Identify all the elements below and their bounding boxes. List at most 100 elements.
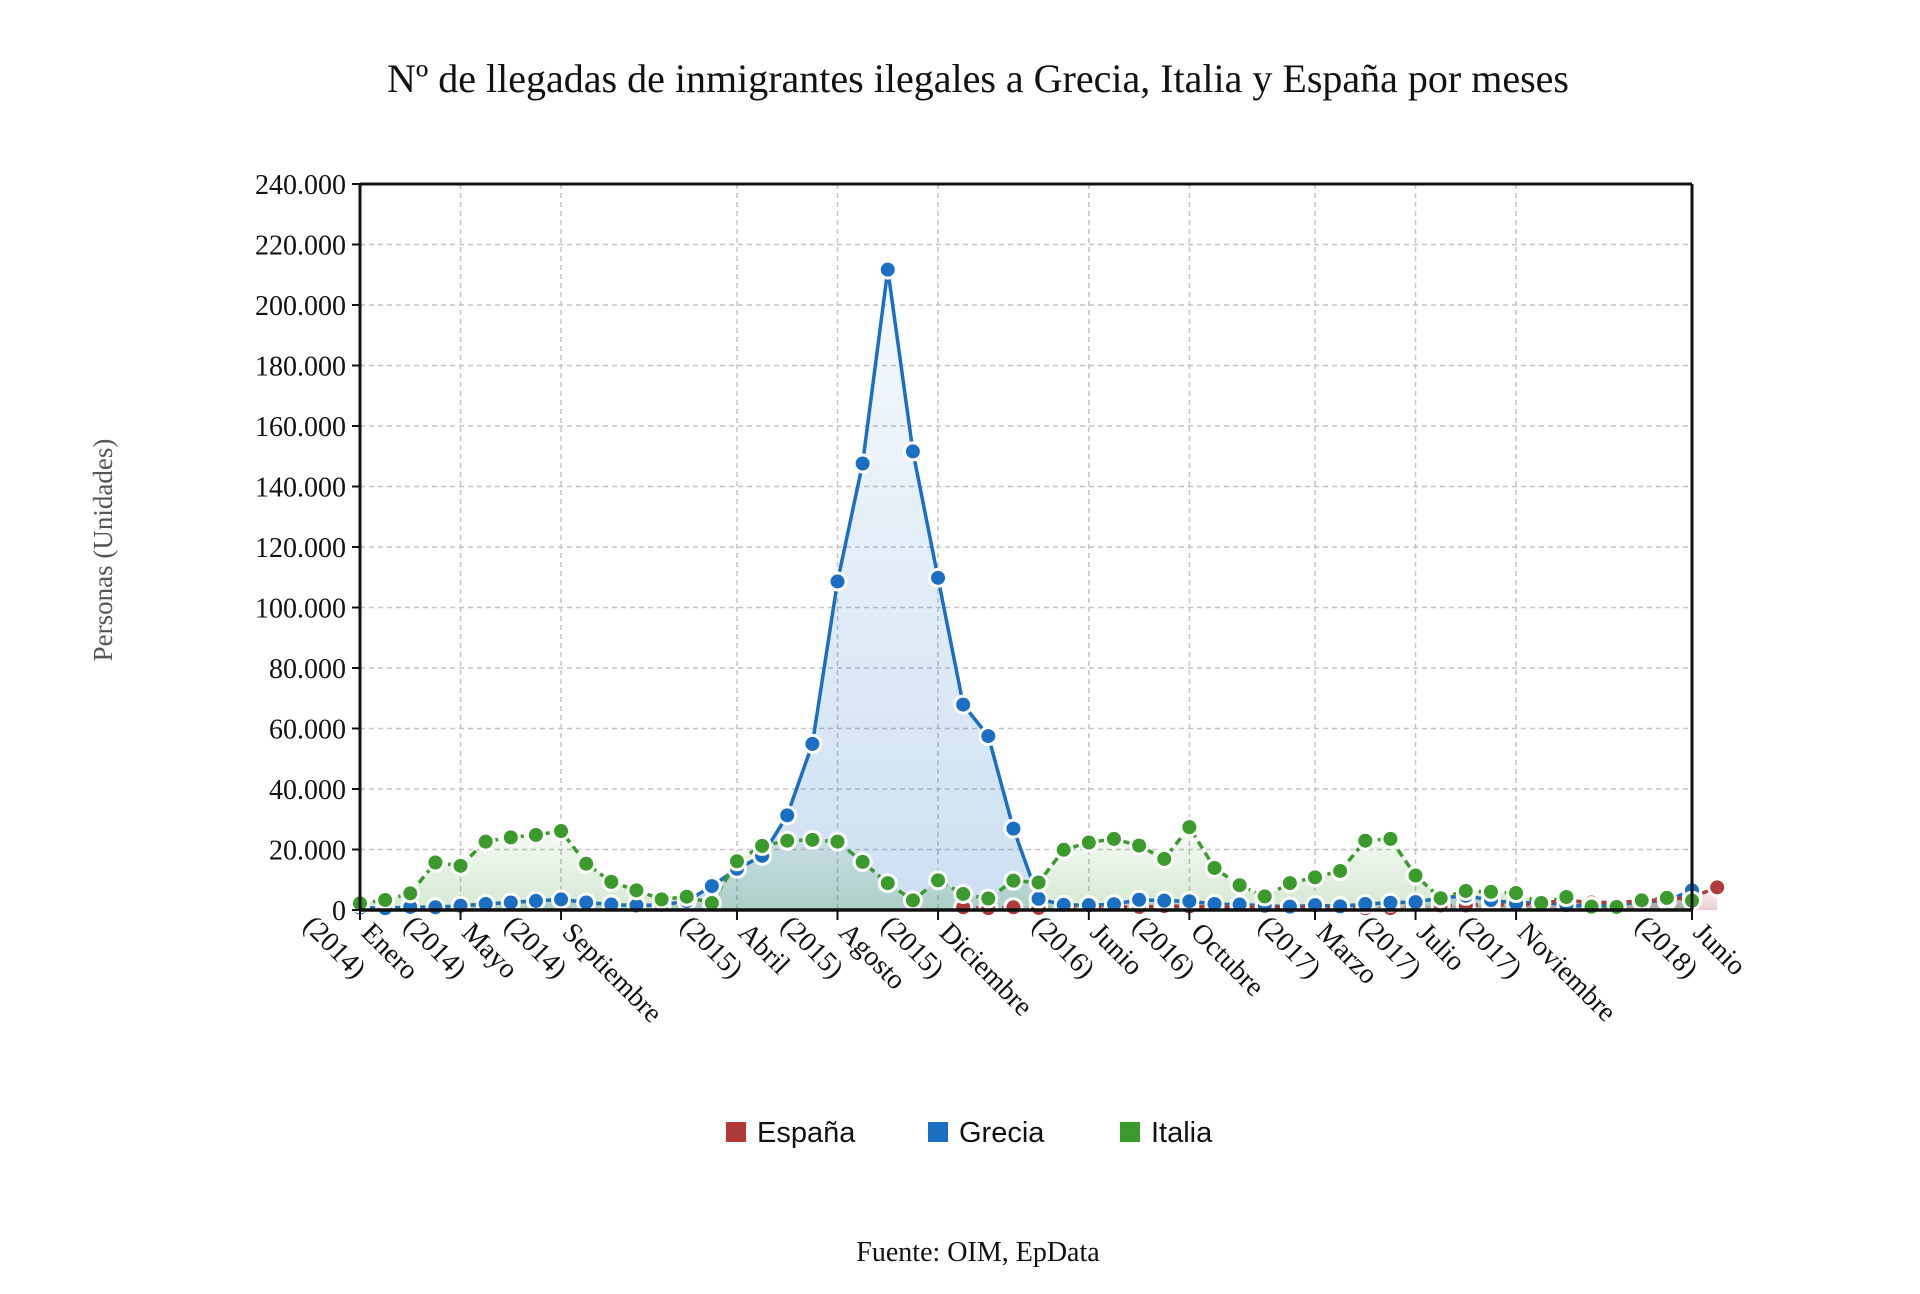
y-tick-label: 120.000 (255, 533, 346, 564)
point-italia (1355, 830, 1376, 851)
point-italia (1405, 865, 1426, 886)
y-tick-label: 200.000 (255, 291, 346, 322)
y-tick-label: 240.000 (255, 170, 346, 201)
y-tick-label: 60.000 (269, 715, 346, 746)
point-italia (752, 835, 773, 856)
point-italia (1254, 886, 1275, 907)
x-tick-label-year: (2015) (775, 910, 850, 985)
point-grecia (525, 890, 546, 911)
point-italia (1606, 896, 1627, 917)
point-italia (1581, 896, 1602, 917)
point-grecia (1355, 893, 1376, 914)
legend-swatch (1120, 1122, 1140, 1142)
point-italia (1129, 835, 1150, 856)
point-italia (777, 830, 798, 851)
point-italia (1028, 872, 1049, 893)
point-italia (551, 821, 572, 842)
point-grecia (551, 889, 572, 910)
x-tick-label-month: Septiembre (556, 917, 668, 1029)
legend-label: Grecia (959, 1117, 1045, 1149)
x-tick-label-month: Noviembre (1511, 917, 1622, 1028)
point-italia (1103, 828, 1124, 849)
x-tick-label-year: (2017) (1453, 910, 1528, 985)
y-tick-label: 220.000 (255, 231, 346, 262)
point-grecia (701, 876, 722, 897)
point-grecia (1179, 891, 1200, 912)
legend-item-espana: España (726, 1117, 856, 1149)
point-italia (877, 873, 898, 894)
area-italia (360, 827, 1692, 910)
point-italia (902, 890, 923, 911)
x-tick-label-year: (2016) (1126, 910, 1201, 985)
legend-item-italia: Italia (1120, 1117, 1213, 1149)
point-grecia (902, 441, 923, 462)
y-tick-label: 80.000 (269, 654, 346, 685)
point-italia (726, 851, 747, 872)
y-tick-label: 0 (332, 896, 346, 927)
point-italia (1279, 873, 1300, 894)
point-italia (1656, 887, 1677, 908)
x-tick-label-month: Diciembre (933, 917, 1038, 1022)
point-italia (1078, 832, 1099, 853)
y-tick-label: 160.000 (255, 412, 346, 443)
point-grecia (1204, 893, 1225, 914)
y-tick-label: 100.000 (255, 594, 346, 625)
point-grecia (1003, 818, 1024, 839)
y-tick-label: 140.000 (255, 473, 346, 504)
point-grecia (827, 571, 848, 592)
x-tick-label-year: (2016) (1026, 910, 1101, 985)
y-tick-label: 40.000 (269, 775, 346, 806)
legend-item-grecia: Grecia (928, 1117, 1045, 1149)
point-grecia (877, 259, 898, 280)
point-italia (1330, 860, 1351, 881)
legend-swatch (726, 1122, 746, 1142)
series-points (350, 259, 1728, 919)
chart-title: Nº de llegadas de inmigrantes ilegales a… (387, 56, 1569, 101)
point-italia (525, 824, 546, 845)
legend-swatch (928, 1122, 948, 1142)
point-grecia (928, 567, 949, 588)
point-grecia (425, 897, 446, 918)
point-grecia (1129, 889, 1150, 910)
point-italia (475, 831, 496, 852)
point-italia (1204, 857, 1225, 878)
point-italia (676, 886, 697, 907)
y-tick-label: 180.000 (255, 352, 346, 383)
point-italia (1631, 890, 1652, 911)
point-italia (500, 827, 521, 848)
y-tick-labels: 0 20.000 40.000 60.000 80.000 100.000 120.000 1… (255, 170, 360, 927)
point-italia (1556, 886, 1577, 907)
point-italia (978, 888, 999, 909)
point-italia (626, 880, 647, 901)
point-grecia (777, 805, 798, 826)
point-grecia (1405, 892, 1426, 913)
point-italia (450, 855, 471, 876)
point-grecia (1028, 888, 1049, 909)
point-italia (1480, 881, 1501, 902)
point-italia (400, 883, 421, 904)
point-grecia (475, 893, 496, 914)
point-italia (1179, 817, 1200, 838)
point-italia (1455, 880, 1476, 901)
point-italia (601, 871, 622, 892)
y-axis-label: Personas (Unidades) (88, 439, 118, 662)
grid (360, 183, 1692, 910)
point-grecia (802, 733, 823, 754)
point-italia (1154, 848, 1175, 869)
point-grecia (953, 694, 974, 715)
point-italia (375, 890, 396, 911)
point-grecia (852, 453, 873, 474)
point-grecia (1330, 896, 1351, 917)
point-italia (802, 829, 823, 850)
point-italia (827, 831, 848, 852)
point-italia (928, 870, 949, 891)
point-italia (1506, 883, 1527, 904)
source-note: Fuente: OIM, EpData (856, 1237, 1100, 1268)
point-italia (1003, 870, 1024, 891)
point-grecia (1154, 890, 1175, 911)
x-tick-label-year: (2018) (1629, 910, 1704, 985)
x-tick-label-month: Junio (1687, 917, 1752, 982)
legend-label: España (757, 1117, 856, 1149)
point-italia (953, 883, 974, 904)
